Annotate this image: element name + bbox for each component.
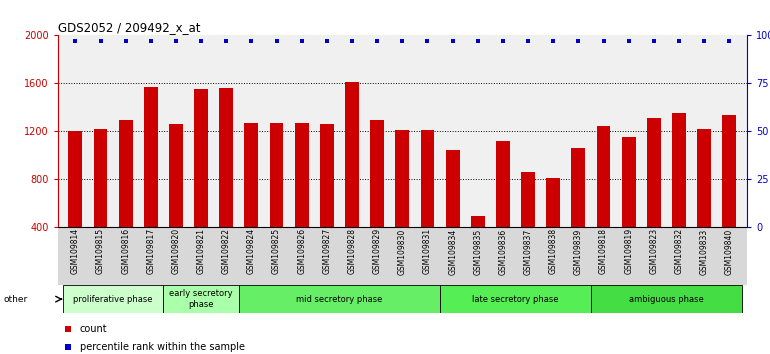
Text: GSM109834: GSM109834 [448,228,457,275]
Point [497,38,509,44]
Point [220,38,233,44]
Text: early secretory
phase: early secretory phase [169,290,233,309]
Bar [547,178,560,274]
Text: GSM109836: GSM109836 [498,228,507,275]
Point [397,38,409,44]
Bar [591,285,742,313]
Text: GSM109816: GSM109816 [121,228,130,274]
Bar [697,129,711,274]
Point [270,38,283,44]
Point [447,38,459,44]
Point [522,38,534,44]
Bar [571,148,585,274]
Bar [94,129,108,274]
Text: GSM109839: GSM109839 [574,228,583,275]
Text: GSM109831: GSM109831 [423,228,432,274]
Text: GSM109837: GSM109837 [524,228,533,275]
Text: GSM109830: GSM109830 [398,228,407,275]
Bar [163,285,239,313]
Bar [471,216,484,274]
Text: GSM109827: GSM109827 [323,228,331,274]
Text: GDS2052 / 209492_x_at: GDS2052 / 209492_x_at [58,21,200,34]
Bar [621,137,635,274]
Bar [69,131,82,274]
Bar [672,113,686,274]
Point [321,38,333,44]
Text: GSM109818: GSM109818 [599,228,608,274]
Point [421,38,434,44]
Bar [320,124,333,274]
Bar [63,285,163,313]
Text: percentile rank within the sample: percentile rank within the sample [80,342,245,352]
Point [598,38,610,44]
Point [246,38,258,44]
Bar [239,285,440,313]
Point [95,38,107,44]
Text: GSM109820: GSM109820 [172,228,180,274]
Text: GSM109825: GSM109825 [272,228,281,274]
Text: GSM109828: GSM109828 [347,228,357,274]
Text: GSM109835: GSM109835 [474,228,482,275]
Text: GSM109840: GSM109840 [725,228,734,275]
Point [170,38,182,44]
Text: other: other [4,295,28,304]
Point [296,38,308,44]
Bar [219,88,233,274]
Text: GSM109814: GSM109814 [71,228,80,274]
Text: ambiguous phase: ambiguous phase [629,295,704,304]
Point [490,269,503,275]
Point [145,38,157,44]
Bar [144,87,158,274]
Point [622,38,634,44]
Point [346,38,358,44]
Text: GSM109833: GSM109833 [700,228,708,275]
Text: GSM109822: GSM109822 [222,228,231,274]
Bar [420,130,434,274]
Point [119,38,132,44]
Bar [194,89,208,274]
Point [572,38,584,44]
Bar [647,118,661,274]
Text: proliferative phase: proliferative phase [73,295,152,304]
Bar [440,285,591,313]
Text: late secretory phase: late secretory phase [472,295,559,304]
Point [648,38,660,44]
Bar [270,122,283,274]
Point [490,102,503,107]
Text: GSM109838: GSM109838 [549,228,557,274]
Text: GSM109824: GSM109824 [247,228,256,274]
Bar [496,141,510,274]
Point [723,38,735,44]
Point [547,38,559,44]
Bar [722,115,736,274]
Text: GSM109821: GSM109821 [196,228,206,274]
Bar [597,126,611,274]
Text: GSM109829: GSM109829 [373,228,382,274]
Point [471,38,484,44]
Bar [119,120,132,274]
Point [195,38,207,44]
Text: GSM109819: GSM109819 [624,228,633,274]
Bar [245,122,258,274]
Bar [396,130,409,274]
Point [69,38,82,44]
Bar [169,124,183,274]
Text: GSM109832: GSM109832 [675,228,684,274]
Bar [446,150,460,274]
Text: GSM109815: GSM109815 [96,228,105,274]
Bar [345,82,359,274]
Text: GSM109823: GSM109823 [649,228,658,274]
Bar [521,172,535,274]
Point [698,38,710,44]
Text: GSM109826: GSM109826 [297,228,306,274]
Point [371,38,383,44]
Text: count: count [80,324,108,333]
Bar [295,122,309,274]
Bar [370,120,384,274]
Text: GSM109817: GSM109817 [146,228,156,274]
Text: mid secretory phase: mid secretory phase [296,295,383,304]
Point [673,38,685,44]
